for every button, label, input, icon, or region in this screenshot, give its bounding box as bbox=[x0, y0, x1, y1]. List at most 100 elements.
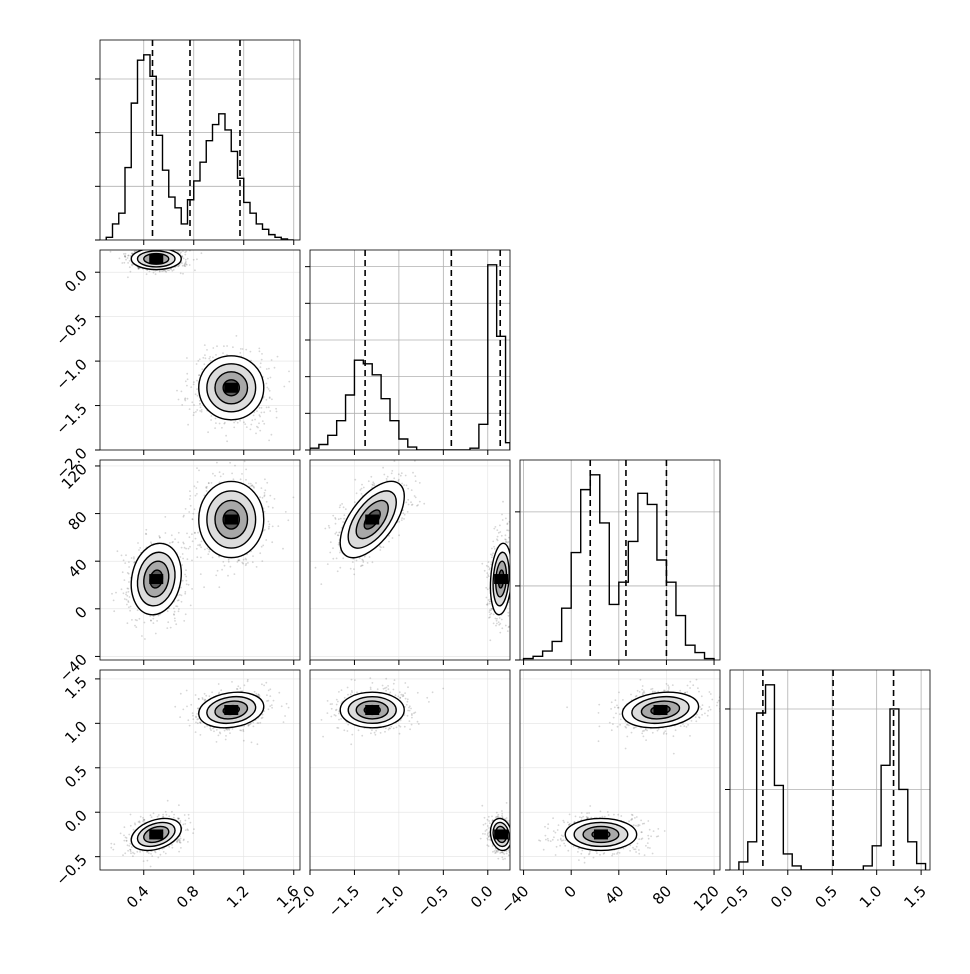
scatter-point bbox=[174, 611, 176, 613]
scatter-point bbox=[361, 488, 363, 490]
scatter-point bbox=[508, 615, 510, 617]
scatter-point bbox=[181, 404, 183, 406]
scatter-point bbox=[220, 689, 222, 691]
scatter-point bbox=[516, 605, 518, 607]
scatter-point bbox=[199, 545, 201, 547]
scatter-point bbox=[130, 850, 132, 852]
scatter-point bbox=[157, 246, 159, 248]
scatter-point bbox=[286, 703, 288, 705]
scatter-point bbox=[187, 258, 189, 260]
scatter-point bbox=[343, 506, 345, 508]
scatter-point bbox=[222, 352, 224, 354]
scatter-point bbox=[167, 610, 169, 612]
scatter-point bbox=[268, 388, 270, 390]
scatter-point bbox=[410, 501, 412, 503]
scatter-point bbox=[253, 415, 255, 417]
scatter-point bbox=[501, 619, 503, 621]
scatter-point bbox=[343, 518, 345, 520]
scatter-point bbox=[171, 844, 173, 846]
scatter-point bbox=[276, 411, 278, 413]
panel-frame bbox=[520, 460, 720, 660]
scatter-point bbox=[489, 609, 491, 611]
scatter-point bbox=[184, 547, 186, 549]
scatter-point bbox=[205, 357, 207, 359]
scatter-point bbox=[180, 587, 182, 589]
scatter-point bbox=[124, 852, 126, 854]
scatter-point bbox=[151, 855, 153, 857]
scatter-point bbox=[182, 580, 184, 582]
scatter-point bbox=[269, 390, 271, 392]
scatter-point bbox=[487, 603, 489, 605]
scatter-point bbox=[154, 851, 156, 853]
scatter-point bbox=[489, 639, 491, 641]
scatter-point bbox=[214, 475, 216, 477]
scatter-point bbox=[506, 529, 508, 531]
panel-frame bbox=[100, 460, 300, 660]
panel-content bbox=[310, 445, 526, 660]
scatter-point bbox=[243, 457, 245, 459]
scatter-point bbox=[497, 536, 499, 538]
scatter-point bbox=[220, 476, 222, 478]
scatter-point bbox=[229, 462, 231, 464]
density-peak-cell bbox=[224, 383, 238, 393]
histogram-step-0 bbox=[106, 55, 294, 240]
scatter-point bbox=[512, 548, 514, 550]
scatter-point bbox=[266, 501, 268, 503]
scatter-point bbox=[324, 528, 326, 530]
scatter-point bbox=[260, 362, 262, 364]
scatter-point bbox=[195, 495, 197, 497]
scatter-point bbox=[518, 575, 520, 577]
scatter-point bbox=[180, 556, 182, 558]
scatter-point bbox=[361, 559, 363, 561]
scatter-point bbox=[223, 345, 225, 347]
scatter-point bbox=[143, 860, 145, 862]
scatter-point bbox=[332, 515, 334, 517]
scatter-point bbox=[188, 814, 190, 816]
scatter-point bbox=[495, 618, 497, 620]
scatter-point bbox=[272, 526, 274, 528]
scatter-point bbox=[153, 812, 155, 814]
scatter-point bbox=[258, 348, 260, 350]
scatter-point bbox=[511, 544, 513, 546]
scatter-point bbox=[203, 363, 205, 365]
scatter-point bbox=[516, 553, 518, 555]
scatter-point bbox=[207, 553, 209, 555]
scatter-point bbox=[334, 533, 336, 535]
scatter-point bbox=[189, 546, 191, 548]
scatter-point bbox=[126, 592, 128, 594]
scatter-point bbox=[264, 492, 266, 494]
scatter-point bbox=[512, 549, 514, 551]
scatter-point bbox=[166, 627, 168, 629]
scatter-point bbox=[266, 383, 268, 385]
scatter-point bbox=[415, 445, 417, 447]
scatter-point bbox=[493, 623, 495, 625]
scatter-point bbox=[498, 532, 500, 534]
scatter-point bbox=[144, 622, 146, 624]
scatter-point bbox=[128, 845, 130, 847]
scatter-point bbox=[510, 593, 512, 595]
scatter-point bbox=[203, 586, 205, 588]
scatter-point bbox=[185, 613, 187, 615]
scatter-point bbox=[219, 471, 221, 473]
density-peak-cell bbox=[149, 254, 163, 264]
scatter-point bbox=[513, 603, 515, 605]
scatter-point bbox=[225, 739, 227, 741]
scatter-point bbox=[343, 514, 345, 516]
scatter-point bbox=[261, 412, 263, 414]
scatter-point bbox=[505, 518, 507, 520]
scatter-point bbox=[404, 514, 406, 516]
scatter-point bbox=[187, 378, 189, 380]
scatter-point bbox=[332, 558, 334, 560]
scatter-point bbox=[386, 478, 388, 480]
scatter-point bbox=[264, 494, 266, 496]
scatter-point bbox=[156, 620, 158, 622]
scatter-point bbox=[178, 610, 180, 612]
panel-content bbox=[100, 40, 300, 240]
scatter-point bbox=[177, 600, 179, 602]
scatter-point bbox=[197, 532, 199, 534]
scatter-point bbox=[111, 593, 113, 595]
scatter-point bbox=[339, 507, 341, 509]
scatter-point bbox=[258, 422, 260, 424]
scatter-point bbox=[501, 627, 503, 629]
